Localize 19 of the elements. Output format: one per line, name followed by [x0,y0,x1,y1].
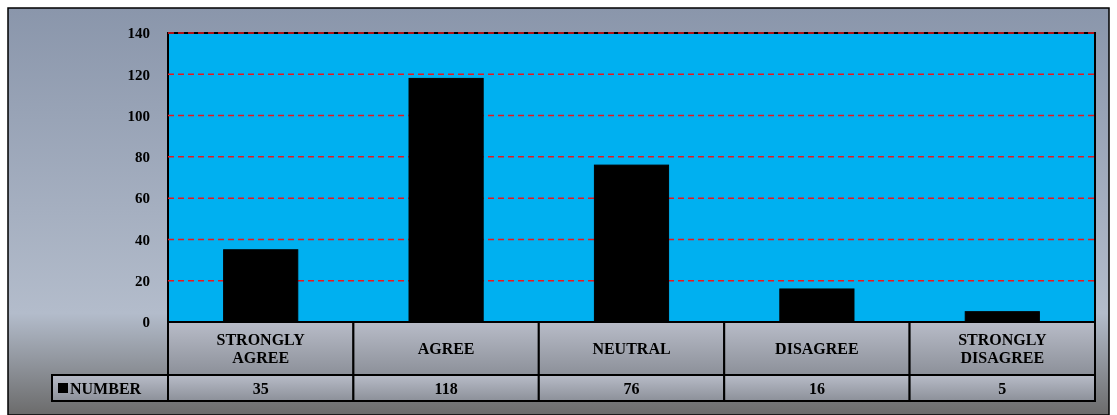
data-label: 16 [808,379,825,397]
y-tick-label: 120 [127,66,150,83]
data-label: 76 [623,379,640,397]
y-tick-label: 20 [135,272,150,289]
data-label: 118 [434,379,458,397]
x-tick-label: DISAGREE [775,340,859,358]
y-tick-label: 40 [135,231,150,248]
y-tick-label: 80 [135,149,150,166]
y-tick-label: 100 [127,107,150,124]
x-tick-label: NEUTRAL [592,340,671,358]
y-tick-label: 60 [135,190,150,207]
data-label: 5 [998,379,1007,397]
legend-label: NUMBER [70,379,142,397]
y-tick-label: 140 [127,25,150,42]
y-tick-label: 0 [142,314,150,331]
x-tick-label: AGREE [417,340,475,358]
data-label: 35 [252,379,269,397]
x-tick-label: STRONGLY AGREE [216,331,306,367]
x-tick-label: STRONGLY DISAGREE [958,331,1047,367]
